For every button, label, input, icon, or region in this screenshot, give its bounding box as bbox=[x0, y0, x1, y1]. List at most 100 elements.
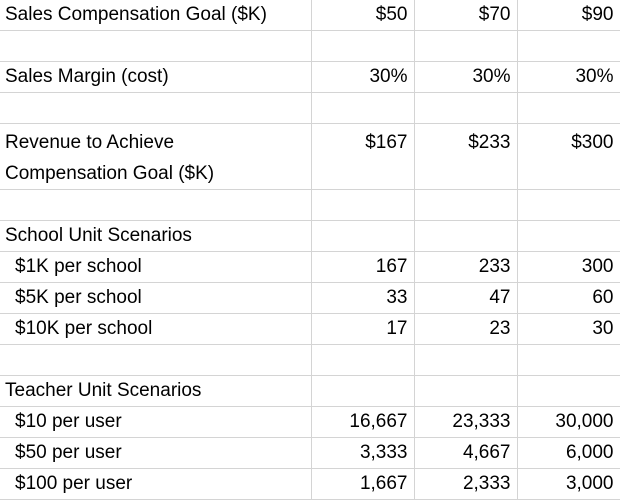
sheet-row: Sales Compensation Goal ($K) $50 $70 $90 bbox=[0, 0, 620, 31]
value-cell bbox=[311, 344, 415, 376]
value-cell: 23,333 bbox=[414, 406, 518, 438]
value-cell: 233 bbox=[414, 251, 518, 283]
value-cell: 2,333 bbox=[414, 468, 518, 500]
value-text: 30,000 bbox=[555, 411, 614, 432]
value-cell: 47 bbox=[414, 282, 518, 314]
value-cell: 300 bbox=[517, 251, 620, 283]
value-text: 300 bbox=[581, 256, 614, 277]
value-cell: 6,000 bbox=[517, 437, 620, 469]
value-text: $300 bbox=[571, 132, 614, 153]
value-text: 47 bbox=[489, 287, 511, 308]
value-cell bbox=[311, 375, 415, 407]
sheet-row bbox=[0, 92, 620, 124]
label-text: $100 per user bbox=[15, 473, 133, 494]
row-label bbox=[0, 92, 312, 124]
value-text: 16,667 bbox=[349, 411, 408, 432]
value-text: 2,333 bbox=[462, 473, 511, 494]
value-text: 30% bbox=[369, 66, 408, 87]
value-text: $233 bbox=[468, 132, 511, 153]
value-text: 30% bbox=[575, 66, 614, 87]
row-label bbox=[0, 344, 312, 376]
value-cell: 23 bbox=[414, 313, 518, 345]
row-label: Revenue to Achieve Compensation Goal ($K… bbox=[0, 123, 312, 190]
sheet-row: Revenue to Achieve Compensation Goal ($K… bbox=[0, 123, 620, 190]
value-cell bbox=[517, 344, 620, 376]
label-text: Teacher Unit Scenarios bbox=[5, 380, 202, 401]
value-cell bbox=[311, 92, 415, 124]
label-text: $10K per school bbox=[15, 318, 153, 339]
sheet-row: $10K per school 17 23 30 bbox=[0, 313, 620, 345]
sheet-row bbox=[0, 344, 620, 376]
value-text: 6,000 bbox=[565, 442, 614, 463]
row-label: School Unit Scenarios bbox=[0, 220, 312, 252]
value-cell bbox=[414, 375, 518, 407]
value-cell: 30 bbox=[517, 313, 620, 345]
row-label: $10K per school bbox=[0, 313, 312, 345]
value-text: 167 bbox=[375, 256, 408, 277]
sheet-row: $1K per school 167 233 300 bbox=[0, 251, 620, 283]
row-label bbox=[0, 189, 312, 221]
value-cell bbox=[414, 344, 518, 376]
sheet-row: $50 per user 3,333 4,667 6,000 bbox=[0, 437, 620, 469]
sheet-row: $10 per user 16,667 23,333 30,000 bbox=[0, 406, 620, 438]
value-cell: $300 bbox=[517, 123, 620, 190]
row-label bbox=[0, 30, 312, 62]
value-text: 3,000 bbox=[565, 473, 614, 494]
row-label: $1K per school bbox=[0, 251, 312, 283]
sheet-row bbox=[0, 189, 620, 221]
label-text: $1K per school bbox=[15, 256, 142, 277]
value-cell bbox=[517, 92, 620, 124]
value-cell: 3,000 bbox=[517, 468, 620, 500]
sheet-row: $100 per user 1,667 2,333 3,000 bbox=[0, 468, 620, 500]
value-cell bbox=[414, 189, 518, 221]
value-text: 30 bbox=[592, 318, 614, 339]
value-cell: 1,667 bbox=[311, 468, 415, 500]
value-text: 60 bbox=[592, 287, 614, 308]
row-label: Teacher Unit Scenarios bbox=[0, 375, 312, 407]
row-label: Sales Margin (cost) bbox=[0, 61, 312, 93]
value-cell: 4,667 bbox=[414, 437, 518, 469]
label-text: Revenue to Achieve Compensation Goal ($K… bbox=[5, 132, 215, 184]
value-text: $70 bbox=[478, 4, 511, 25]
value-cell bbox=[517, 189, 620, 221]
value-cell: $70 bbox=[414, 0, 518, 31]
value-text: $167 bbox=[365, 132, 408, 153]
value-cell: 167 bbox=[311, 251, 415, 283]
value-cell bbox=[517, 30, 620, 62]
row-label: $10 per user bbox=[0, 406, 312, 438]
value-cell: $233 bbox=[414, 123, 518, 190]
value-text: $50 bbox=[375, 4, 408, 25]
value-text: $90 bbox=[581, 4, 614, 25]
row-label: Sales Compensation Goal ($K) bbox=[0, 0, 312, 31]
value-text: 3,333 bbox=[359, 442, 408, 463]
label-text: $10 per user bbox=[15, 411, 122, 432]
sheet-row bbox=[0, 30, 620, 62]
row-label: $5K per school bbox=[0, 282, 312, 314]
sheet-row: Sales Margin (cost) 30% 30% 30% bbox=[0, 61, 620, 93]
value-cell: 30% bbox=[414, 61, 518, 93]
value-cell: 30% bbox=[311, 61, 415, 93]
value-cell: $50 bbox=[311, 0, 415, 31]
label-text: Sales Compensation Goal ($K) bbox=[5, 4, 267, 25]
value-cell: 17 bbox=[311, 313, 415, 345]
value-text: 4,667 bbox=[462, 442, 511, 463]
value-text: 33 bbox=[386, 287, 408, 308]
value-cell: 3,333 bbox=[311, 437, 415, 469]
value-cell: 16,667 bbox=[311, 406, 415, 438]
label-text: Sales Margin (cost) bbox=[5, 66, 169, 87]
value-cell bbox=[414, 92, 518, 124]
value-cell: $167 bbox=[311, 123, 415, 190]
value-cell bbox=[517, 375, 620, 407]
label-text: $5K per school bbox=[15, 287, 142, 308]
value-cell: 30% bbox=[517, 61, 620, 93]
value-text: 30% bbox=[472, 66, 511, 87]
value-cell bbox=[311, 189, 415, 221]
value-text: 23,333 bbox=[452, 411, 511, 432]
value-text: 23 bbox=[489, 318, 511, 339]
sheet-row: Teacher Unit Scenarios bbox=[0, 375, 620, 407]
row-label: $100 per user bbox=[0, 468, 312, 500]
value-cell bbox=[311, 30, 415, 62]
value-text: 1,667 bbox=[359, 473, 408, 494]
